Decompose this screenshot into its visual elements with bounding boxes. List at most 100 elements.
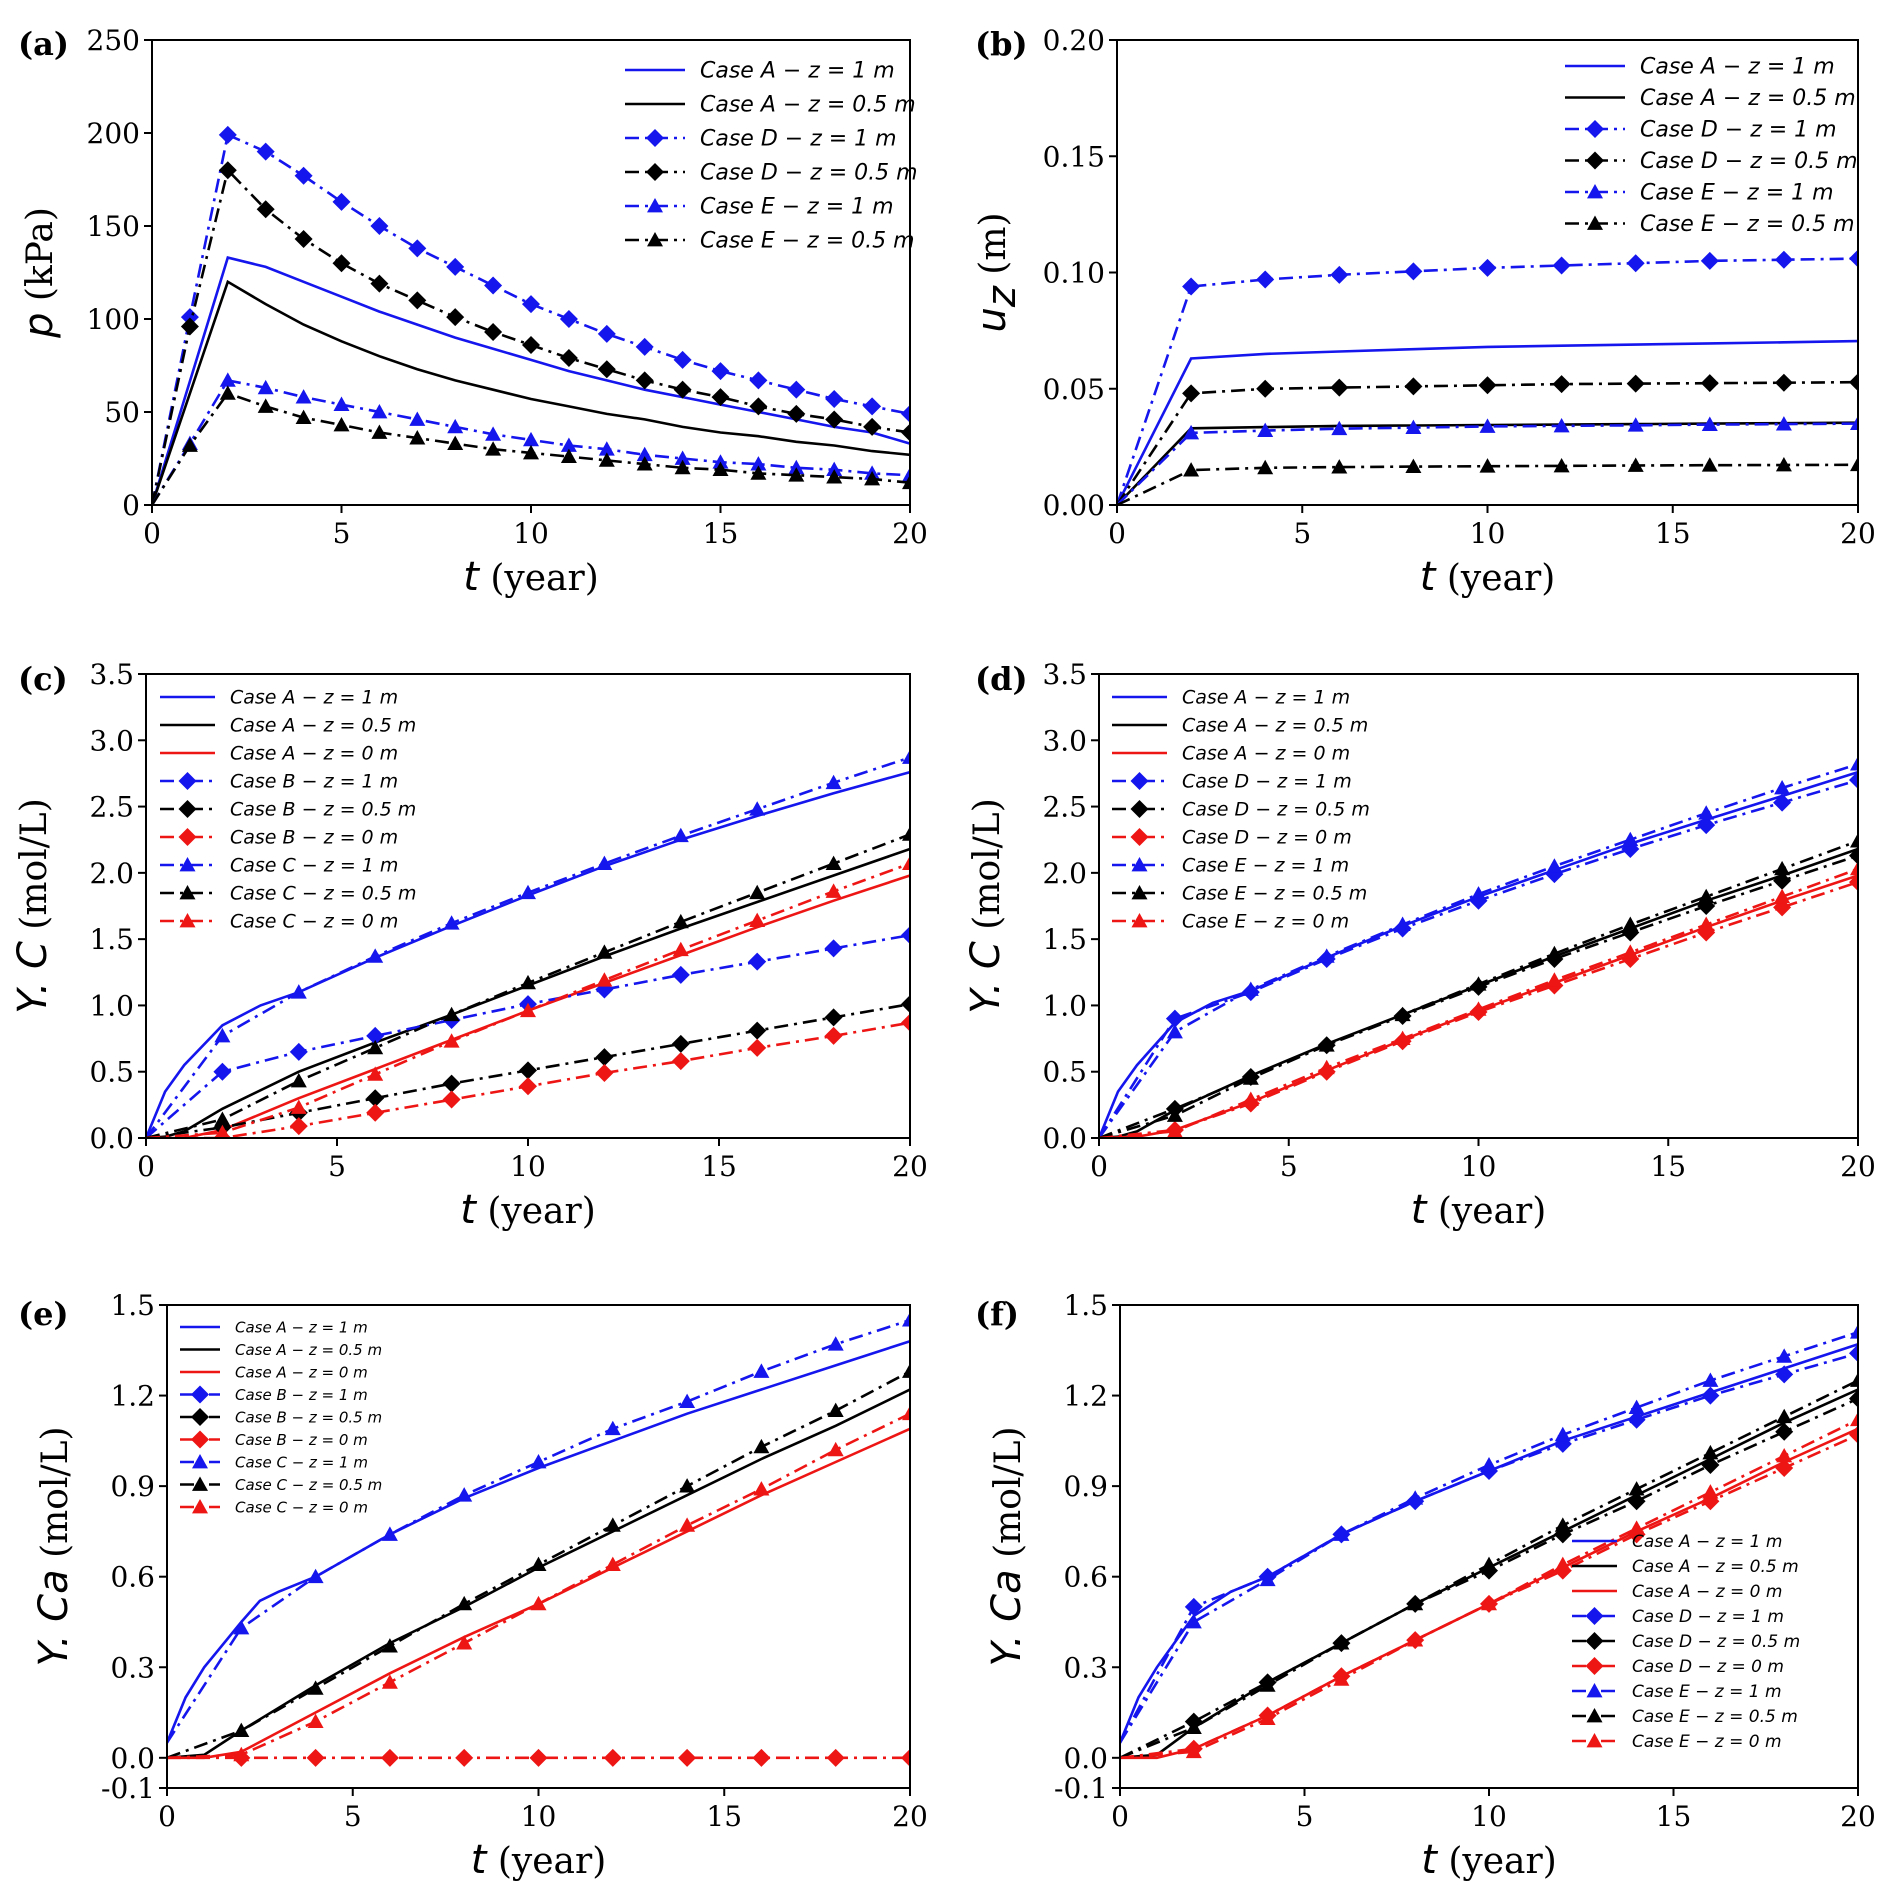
y-axis-subscript: z xyxy=(979,285,1025,308)
y-tick-label: 0.00 xyxy=(1043,489,1105,522)
data-point-C0 xyxy=(290,1099,307,1114)
legend: Case A − z = 1 m Case A − z = 0.5 m Case A… xyxy=(180,1318,382,1516)
y-axis-label: uz (m) xyxy=(969,212,1025,332)
data-point-D05 xyxy=(218,161,237,180)
x-tick-label: 20 xyxy=(892,1150,928,1183)
data-point-E05 xyxy=(447,435,464,451)
data-point-E1 xyxy=(1333,1526,1350,1541)
data-point-C05 xyxy=(233,1722,250,1738)
data-point-C0 xyxy=(672,941,689,957)
series-line-E0 xyxy=(1099,867,1858,1138)
y-axis-label: Y. Ca (mol/L) xyxy=(984,1426,1030,1666)
data-point-D05 xyxy=(1478,376,1497,395)
y-tick-label: 0.20 xyxy=(1043,24,1105,57)
y-tick-label: 3.0 xyxy=(89,724,134,757)
legend-label-A0: Case A − z = 0 m xyxy=(235,1363,368,1381)
x-tick-label: 20 xyxy=(892,1800,928,1833)
legend-marker-D1 xyxy=(1130,772,1149,790)
data-point-D05 xyxy=(1626,374,1645,393)
data-point-E05 xyxy=(1554,1517,1571,1532)
data-point-E05 xyxy=(1775,457,1792,472)
series-line-D0 xyxy=(1099,880,1858,1138)
data-point-D05 xyxy=(446,308,465,327)
data-point-D1 xyxy=(1478,258,1497,277)
data-point-D05 xyxy=(1849,373,1858,392)
data-point-C05 xyxy=(367,1039,384,1055)
data-point-D1 xyxy=(1330,265,1349,284)
y-tick-label: 0.9 xyxy=(1063,1470,1108,1503)
data-point-E05 xyxy=(1259,1677,1276,1692)
data-point-C05 xyxy=(679,1478,696,1493)
data-point-D05 xyxy=(256,200,275,219)
data-point-C0 xyxy=(679,1517,696,1532)
data-point-E1 xyxy=(333,396,350,411)
legend-label-C0: Case C − z = 0 m xyxy=(235,1498,368,1516)
data-point-E05 xyxy=(636,456,653,471)
legend-label-A05: Case A − z = 0.5 m xyxy=(1632,1557,1799,1577)
data-point-E0 xyxy=(1628,1520,1645,1535)
x-tick-label: 5 xyxy=(328,1150,346,1183)
legend-marker-E1 xyxy=(1587,184,1603,199)
data-point-E05 xyxy=(674,459,691,475)
data-point-C05 xyxy=(825,855,842,870)
data-point-D05 xyxy=(522,336,540,355)
data-point-E05 xyxy=(1470,976,1487,991)
series-group xyxy=(1117,249,1858,505)
legend-label-E1: Case E − z = 1 m xyxy=(1640,181,1834,206)
legend-marker-D05 xyxy=(1586,151,1604,170)
legend-marker-D1 xyxy=(1585,1607,1604,1625)
series-line-A1 xyxy=(1117,339,1858,505)
data-point-E1 xyxy=(409,411,426,426)
data-point-E1 xyxy=(485,426,502,441)
data-point-E05 xyxy=(1185,1719,1202,1735)
x-tick-label: 0 xyxy=(1090,1150,1108,1183)
data-point-D05 xyxy=(408,291,427,310)
x-tick-label: 5 xyxy=(333,517,351,550)
data-point-E05 xyxy=(1701,457,1718,472)
legend-label-D05: Case D − z = 0.5 m xyxy=(700,161,918,186)
data-point-D05 xyxy=(1700,374,1719,393)
data-point-D1 xyxy=(749,371,768,390)
legend-marker-B05 xyxy=(191,1408,209,1426)
data-point-C05 xyxy=(443,1006,460,1022)
panel-label: (e) xyxy=(18,1295,69,1333)
data-point-E0 xyxy=(1546,972,1563,987)
y-axis-unit: (mol/L) xyxy=(967,798,1008,941)
data-point-E05 xyxy=(523,444,539,460)
x-axis-symbol: t xyxy=(460,1187,477,1233)
legend-marker-E05 xyxy=(1587,215,1603,230)
legend-label-E05: Case E − z = 0.5 m xyxy=(1640,212,1855,237)
data-point-E0 xyxy=(1554,1556,1571,1572)
data-point-C1 xyxy=(825,774,842,790)
data-point-E1 xyxy=(1481,1456,1497,1472)
legend-label-D1: Case D − z = 1 m xyxy=(1632,1607,1784,1627)
data-point-E1 xyxy=(1166,1023,1183,1039)
legend-label-D0: Case D − z = 0 m xyxy=(1632,1657,1784,1677)
legend-label-A05: Case A − z = 0.5 m xyxy=(700,93,916,118)
panel-c: (c) 0 5 10 15 20 0.0 0.5 1.0 1.5 2.0 2.5 3.0 3.5 t (ye… xyxy=(10,658,928,1233)
y-tick-label: 0.3 xyxy=(1063,1651,1108,1684)
y-axis-symbol: Y. Ca xyxy=(31,1569,77,1666)
data-point-E1 xyxy=(1776,1348,1793,1363)
y-axis-unit: (mol/L) xyxy=(35,1426,76,1569)
data-point-D05 xyxy=(1256,379,1275,398)
data-point-E05 xyxy=(1850,1372,1858,1387)
data-point-C0 xyxy=(749,912,766,927)
data-point-C1 xyxy=(307,1568,324,1584)
legend-label-A1: Case A − z = 1 m xyxy=(230,687,398,709)
x-axis-label: t (year) xyxy=(471,1837,607,1883)
legend-label-A0: Case A − z = 0 m xyxy=(1632,1582,1782,1602)
data-point-D1 xyxy=(673,350,692,369)
data-point-D1 xyxy=(1775,1365,1794,1384)
data-point-B05 xyxy=(824,1008,843,1027)
y-tick-label: 3.5 xyxy=(1042,658,1087,691)
series-line-E1 xyxy=(152,378,910,505)
y-tick-label: 0.15 xyxy=(1043,140,1105,173)
data-point-E1 xyxy=(902,467,910,482)
legend-marker-D05 xyxy=(1585,1632,1604,1650)
data-point-C1 xyxy=(530,1453,547,1469)
legend: Case A − z = 1 m Case A − z = 0.5 m Case D… xyxy=(1565,55,1858,237)
data-point-D05 xyxy=(1774,373,1793,392)
legend-marker-C1 xyxy=(179,857,196,872)
y-tick-label: 150 xyxy=(87,210,140,243)
